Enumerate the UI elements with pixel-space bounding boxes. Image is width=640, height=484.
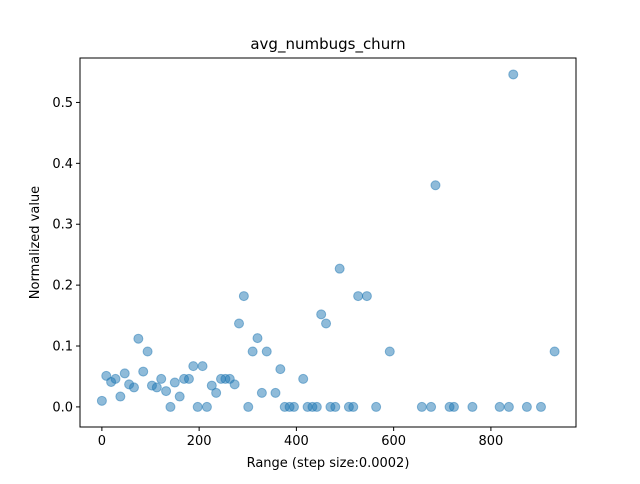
data-point-35 xyxy=(256,387,267,398)
data-point-50 xyxy=(334,263,345,274)
data-point-15 xyxy=(165,401,176,412)
x-axis-ticks: 0 200 400 600 800 xyxy=(98,427,503,449)
data-point-41 xyxy=(288,401,299,412)
data-point-24 xyxy=(206,380,217,391)
data-point-33 xyxy=(247,346,258,357)
data-point-4 xyxy=(115,391,126,402)
data-point-21 xyxy=(192,401,203,412)
data-point-30 xyxy=(234,318,245,329)
data-point-58 xyxy=(426,401,437,412)
data-point-10 xyxy=(142,346,153,357)
data-point-57 xyxy=(416,401,427,412)
data-point-54 xyxy=(361,291,372,302)
data-point-67 xyxy=(535,401,546,412)
data-point-25 xyxy=(211,387,222,398)
data-point-47 xyxy=(321,318,332,329)
data-point-52 xyxy=(348,401,359,412)
data-point-14 xyxy=(161,386,172,397)
data-point-59 xyxy=(430,180,441,191)
data-point-49 xyxy=(330,401,341,412)
data-point-56 xyxy=(384,346,395,357)
marker-layer xyxy=(96,69,560,412)
data-point-42 xyxy=(298,373,309,384)
x-axis-label: Range (step size:0.0002) xyxy=(247,456,410,471)
data-point-45 xyxy=(311,401,322,412)
data-point-9 xyxy=(138,366,149,377)
data-point-3 xyxy=(110,373,121,384)
data-point-64 xyxy=(503,401,514,412)
data-point-34 xyxy=(252,333,263,344)
data-point-53 xyxy=(353,291,364,302)
data-point-37 xyxy=(270,387,281,398)
data-point-20 xyxy=(188,361,199,372)
data-point-8 xyxy=(133,333,144,344)
data-point-23 xyxy=(201,401,212,412)
data-point-32 xyxy=(243,401,254,412)
data-point-19 xyxy=(183,373,194,384)
x-tick-label: 600 xyxy=(381,434,406,449)
data-point-29 xyxy=(229,379,240,390)
data-point-65 xyxy=(508,69,519,80)
data-point-31 xyxy=(238,291,249,302)
data-point-38 xyxy=(275,364,286,375)
data-point-13 xyxy=(156,373,167,384)
y-axis-ticks: 0.0 0.1 0.2 0.3 0.4 0.5 xyxy=(52,96,80,415)
data-point-68 xyxy=(549,346,560,357)
x-tick-label: 400 xyxy=(284,434,309,449)
y-tick-label: 0.3 xyxy=(52,218,73,233)
x-tick-label: 0 xyxy=(98,434,106,449)
data-point-55 xyxy=(371,401,382,412)
data-point-36 xyxy=(261,346,272,357)
data-point-61 xyxy=(448,401,459,412)
x-tick-label: 800 xyxy=(478,434,503,449)
data-point-12 xyxy=(151,382,162,393)
y-tick-label: 0.0 xyxy=(52,400,73,415)
data-point-17 xyxy=(174,391,185,402)
data-point-62 xyxy=(467,401,478,412)
data-point-16 xyxy=(169,377,180,388)
data-point-5 xyxy=(119,368,130,379)
data-point-66 xyxy=(521,401,532,412)
y-tick-label: 0.1 xyxy=(52,340,73,355)
data-point-46 xyxy=(316,309,327,320)
plot-frame xyxy=(79,57,577,428)
y-tick-label: 0.5 xyxy=(52,96,73,111)
data-point-0 xyxy=(96,395,107,406)
chart-title: avg_numbugs_churn xyxy=(250,35,405,54)
y-tick-label: 0.4 xyxy=(52,157,73,172)
data-point-63 xyxy=(494,401,505,412)
y-axis-label: Normalized value xyxy=(28,186,43,299)
y-tick-label: 0.2 xyxy=(52,279,73,294)
data-point-22 xyxy=(197,361,208,372)
x-tick-label: 200 xyxy=(187,434,212,449)
data-point-7 xyxy=(128,382,139,393)
